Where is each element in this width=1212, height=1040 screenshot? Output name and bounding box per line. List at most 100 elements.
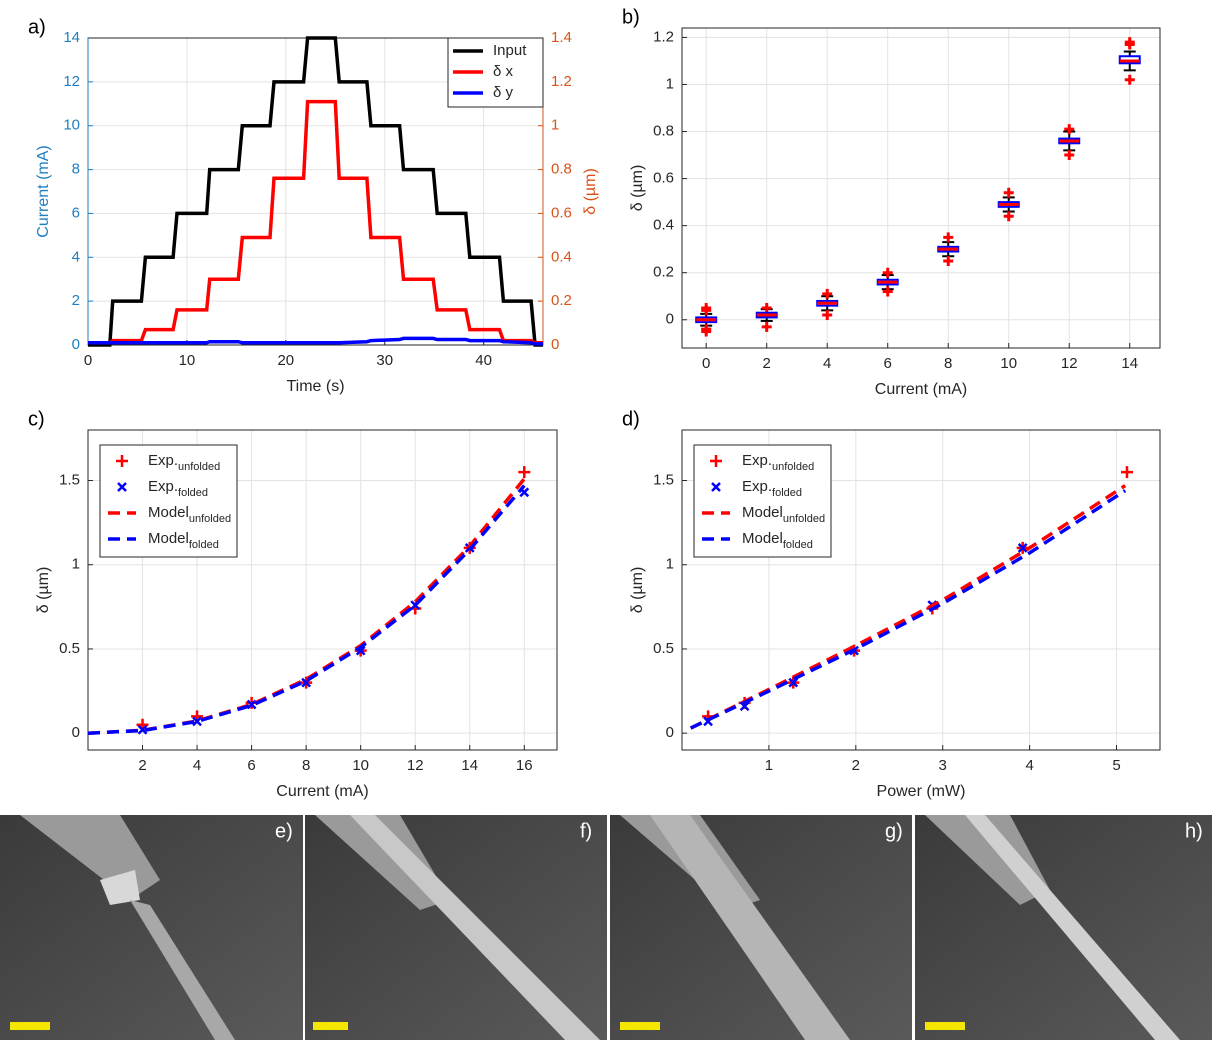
model-line bbox=[689, 484, 1127, 730]
y2-tick-label: 0.2 bbox=[551, 292, 572, 309]
x-tick-label: 40 bbox=[475, 352, 492, 369]
x-tick-label: 12 bbox=[407, 757, 424, 774]
y-tick-label: 6 bbox=[72, 204, 80, 221]
y-tick-label: 14 bbox=[63, 29, 80, 46]
x-tick-label: 10 bbox=[1000, 355, 1017, 372]
y2-tick-label: 1 bbox=[551, 117, 559, 134]
outlier bbox=[1064, 124, 1075, 135]
x-tick-label: 14 bbox=[461, 757, 478, 774]
y2-tick-label: 0.8 bbox=[551, 161, 572, 178]
y2-tick-label: 1.4 bbox=[551, 29, 572, 46]
legend-label: Exp. bbox=[742, 452, 772, 469]
legend-label: Input bbox=[493, 42, 527, 59]
y-tick-label: 0.5 bbox=[653, 640, 674, 657]
y-tick-label: 2 bbox=[72, 292, 80, 309]
outlier bbox=[822, 288, 833, 299]
x-axis-label: Current (mA) bbox=[875, 381, 967, 398]
legend-label: δ x bbox=[493, 63, 514, 80]
point bbox=[518, 466, 531, 479]
x-axis-label: Time (s) bbox=[286, 378, 344, 395]
legend-label: δ x bbox=[493, 63, 514, 80]
outlier bbox=[701, 324, 712, 335]
legend-label-sub: folded bbox=[178, 487, 208, 499]
legend-label-sub: folded bbox=[189, 539, 219, 551]
legend-label: Exp. bbox=[742, 478, 772, 495]
legend-label: Model bbox=[742, 530, 783, 547]
y-tick-label: 0 bbox=[666, 311, 674, 328]
outlier bbox=[1003, 211, 1014, 222]
y-tick-label: 1.2 bbox=[653, 28, 674, 45]
outlier bbox=[1064, 150, 1075, 161]
legend-swatch bbox=[116, 455, 128, 467]
axes-frame bbox=[87, 429, 558, 751]
x-tick-label: 6 bbox=[247, 757, 255, 774]
x-tick-label: 10 bbox=[352, 757, 369, 774]
outlier bbox=[1124, 37, 1135, 48]
y-tick-label: 4 bbox=[72, 248, 80, 265]
legend-label: Exp.folded bbox=[742, 478, 802, 499]
y-tick-label: 0 bbox=[666, 724, 674, 741]
x-tick-label: 4 bbox=[193, 757, 201, 774]
outlier bbox=[882, 267, 893, 278]
panel-label: c) bbox=[28, 408, 45, 430]
legend-label: Exp. bbox=[148, 452, 178, 469]
outlier bbox=[761, 321, 772, 332]
outlier bbox=[701, 303, 712, 313]
y-tick-label: 8 bbox=[72, 161, 80, 178]
chart: b) 0 2 4 6 8 10 12 14 0 0.2 0.4 0.6 0.8 1 1.2 Current (m… bbox=[622, 6, 1161, 398]
y-tick-label: 1 bbox=[72, 556, 80, 573]
point bbox=[1120, 466, 1133, 479]
legend-label: Model bbox=[148, 504, 189, 521]
image-panel bbox=[305, 815, 607, 1040]
y-axis-label: δ (µm) bbox=[629, 567, 646, 614]
outlier bbox=[761, 303, 772, 313]
legend-label: Exp.unfolded bbox=[148, 452, 220, 473]
line bbox=[88, 336, 543, 346]
y-tick-label: 12 bbox=[63, 73, 80, 90]
y2-tick-label: 1.2 bbox=[551, 73, 572, 90]
legend-swatch bbox=[710, 455, 722, 467]
y-axis-label: δ (µm) bbox=[35, 567, 52, 614]
image-label: h) bbox=[1185, 820, 1203, 842]
line bbox=[88, 36, 543, 347]
point bbox=[192, 716, 202, 727]
legend-label: Exp.unfolded bbox=[742, 452, 814, 473]
x-tick-label: 20 bbox=[277, 352, 294, 369]
y2-tick-label: 0 bbox=[551, 336, 559, 353]
y-tick-label: 1 bbox=[666, 75, 674, 92]
outlier bbox=[822, 310, 833, 321]
x-tick-label: 0 bbox=[84, 352, 92, 369]
panel-label: b) bbox=[622, 6, 640, 28]
x-tick-label: 14 bbox=[1121, 355, 1138, 372]
legend-label-sub: folded bbox=[783, 539, 813, 551]
legend-label: Modelfolded bbox=[742, 530, 813, 551]
x-tick-label: 30 bbox=[376, 352, 393, 369]
x-tick-label: 2 bbox=[852, 757, 860, 774]
legend-label: Exp. bbox=[148, 478, 178, 495]
y-tick-label: 0.8 bbox=[653, 122, 674, 139]
image-panel bbox=[610, 815, 912, 1040]
line bbox=[88, 99, 543, 345]
x-axis-label: Current (mA) bbox=[276, 783, 368, 800]
x-tick-label: 2 bbox=[138, 757, 146, 774]
y-tick-label: 0 bbox=[72, 724, 80, 741]
model-line bbox=[689, 489, 1127, 730]
legend-swatch bbox=[117, 482, 127, 492]
y-tick-label: 0 bbox=[72, 336, 80, 353]
legend-label: δ y bbox=[493, 84, 514, 101]
image-panel bbox=[0, 815, 303, 1040]
panel-label: a) bbox=[28, 16, 46, 38]
x-tick-label: 4 bbox=[823, 355, 831, 372]
legend-label-sub: unfolded bbox=[178, 461, 220, 473]
y-tick-label: 1 bbox=[666, 556, 674, 573]
x-tick-label: 16 bbox=[516, 757, 533, 774]
point bbox=[1017, 543, 1028, 553]
axes-frame bbox=[681, 429, 1161, 751]
y-axis-label: δ (µm) bbox=[629, 165, 646, 212]
x-tick-label: 0 bbox=[702, 355, 710, 372]
chart: c) 2 4 6 8 10 12 14 16 0 0.5 1 1.5 Current (mA) δ (µm)… bbox=[28, 408, 558, 800]
legend-label: Exp.folded bbox=[148, 478, 208, 499]
legend-label: Modelunfolded bbox=[742, 504, 825, 525]
outlier bbox=[882, 286, 893, 297]
